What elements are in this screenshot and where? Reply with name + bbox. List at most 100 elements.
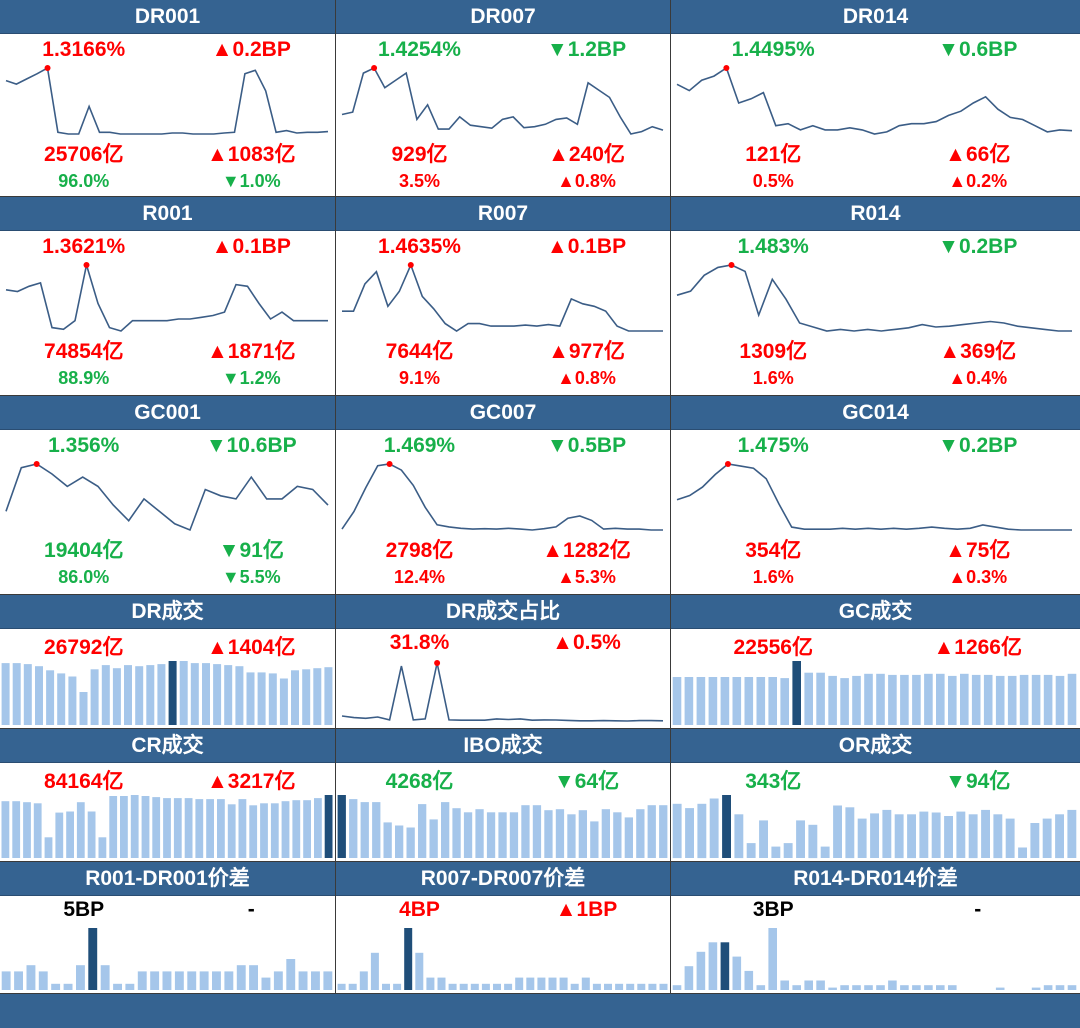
bar-chart (672, 928, 1077, 990)
bar (360, 802, 369, 858)
line-chart (676, 262, 1073, 332)
volume-change: ▲369亿 (939, 340, 1017, 363)
bar (804, 672, 813, 725)
bar (470, 983, 479, 990)
rate-change: ▼1.2BP (546, 38, 627, 61)
bar-chart (1, 795, 333, 858)
share-change: ▼1.0% (221, 171, 281, 191)
bar (882, 809, 892, 858)
bar (828, 675, 837, 725)
bar (26, 965, 36, 990)
bar (636, 809, 645, 858)
bar (173, 798, 182, 858)
rate-change: ▲0.2BP (211, 38, 291, 61)
bar (1, 801, 10, 858)
bar (260, 803, 268, 858)
bar (217, 799, 225, 858)
rate-change: ▼10.6BP (205, 434, 297, 457)
series-line (5, 264, 328, 332)
volume-change: ▼91亿 (218, 539, 284, 562)
row-divider (0, 594, 1080, 595)
bar (213, 664, 222, 725)
panel-OR成交: OR成交 343亿 ▼94亿 (671, 729, 1080, 862)
bar (38, 971, 48, 990)
bar (659, 805, 668, 858)
bar (190, 663, 199, 725)
bar (303, 800, 311, 858)
bar (783, 843, 793, 858)
bar (592, 983, 601, 990)
bar (404, 928, 413, 990)
bar (337, 983, 346, 990)
bar (324, 667, 333, 725)
bar (732, 956, 742, 990)
bar (249, 965, 258, 990)
bar (437, 977, 446, 990)
bar (756, 985, 766, 990)
bar (924, 673, 933, 725)
bar (900, 985, 909, 990)
bar (174, 971, 184, 990)
bar (100, 965, 110, 990)
share-value: 12.4% (393, 567, 446, 587)
bar (452, 808, 461, 858)
volume-value: 929亿 (391, 143, 448, 166)
bar (804, 980, 813, 990)
rate-change: ▼0.2BP (938, 434, 1018, 457)
bar (124, 665, 132, 725)
volume-value: 354亿 (745, 539, 802, 562)
bar (1043, 674, 1053, 725)
bar (759, 820, 768, 858)
panel-title: GC007 (336, 396, 670, 430)
bar (382, 983, 390, 990)
bar (578, 810, 587, 858)
panel-GC成交: GC成交 22556亿 ▲1266亿 (671, 595, 1080, 729)
line-chart (341, 65, 664, 135)
bar (515, 977, 524, 990)
change-value: ▲3217亿 (206, 770, 296, 793)
primary-value: 22556亿 (733, 636, 813, 659)
bar (840, 985, 849, 990)
bar (771, 846, 781, 858)
bar (521, 805, 530, 858)
panel-title: R014-DR014价差 (671, 862, 1080, 896)
volume-value: 19404亿 (44, 539, 124, 562)
bar (1055, 985, 1065, 990)
panel-title: DR014 (671, 0, 1080, 34)
bar (816, 672, 825, 725)
volume-value: 74854亿 (44, 340, 124, 363)
volume-change: ▲977亿 (548, 340, 625, 363)
bar (291, 670, 299, 725)
bar (150, 971, 160, 990)
bar (567, 814, 576, 858)
rate-value: 1.3621% (42, 235, 126, 258)
bar (708, 677, 718, 725)
bar (66, 811, 74, 858)
bar (734, 814, 744, 859)
bar (912, 674, 921, 725)
rate-change: ▲0.1BP (211, 235, 291, 258)
bar (697, 803, 707, 859)
primary-value: 343亿 (745, 770, 802, 793)
share-change: ▲0.8% (557, 171, 616, 191)
bar (130, 795, 139, 858)
bar (601, 809, 610, 858)
panel-R007: R007 1.4635% ▲0.1BP 7644亿 ▲977亿 9.1% ▲0.8% (336, 197, 671, 396)
bar (120, 796, 128, 858)
line-chart (5, 65, 329, 135)
series-line (341, 463, 663, 531)
change-value: ▲0.5% (552, 631, 621, 654)
primary-value: 26792亿 (44, 636, 124, 659)
rate-change: ▲0.1BP (546, 235, 627, 258)
panel-R014-DR014价差: R014-DR014价差 3BP - (671, 862, 1080, 994)
bar (406, 827, 415, 858)
volume-value: 121亿 (745, 143, 802, 166)
primary-value: 84164亿 (44, 770, 124, 793)
rate-value: 1.4495% (731, 38, 815, 61)
panel-R001-DR001价差: R001-DR001价差 5BP - (0, 862, 336, 994)
rate-value: 1.4635% (378, 235, 461, 258)
peak-point (724, 461, 731, 467)
bar (370, 952, 379, 990)
bar (395, 825, 404, 858)
rate-value: 1.3166% (42, 38, 126, 61)
